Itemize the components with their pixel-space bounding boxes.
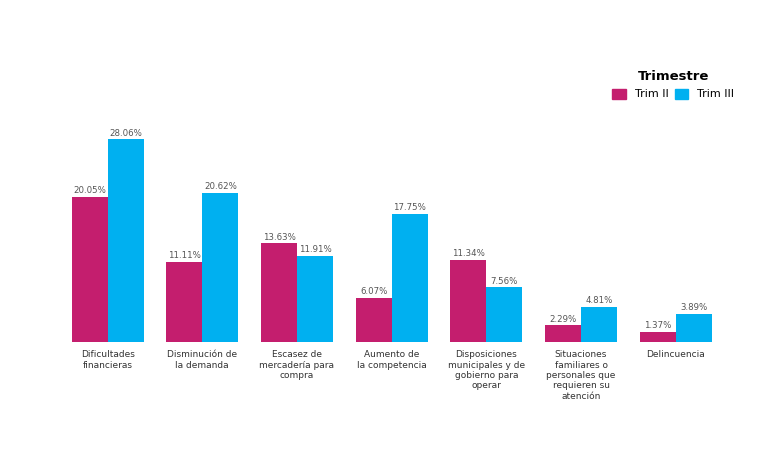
Text: 11.91%: 11.91% [299,245,331,254]
Text: 2.29%: 2.29% [549,315,577,323]
Bar [450,260,486,342]
Bar [261,243,297,342]
Text: 7.56%: 7.56% [491,276,518,286]
Bar [108,140,144,342]
Text: 1.37%: 1.37% [644,321,671,330]
Text: 13.63%: 13.63% [263,233,296,242]
Text: 4.81%: 4.81% [585,296,613,305]
Bar [71,197,108,342]
Text: % DE RESPUESTAS DE LOS MYPES SOBRE ELEMENTOS
QUE INHIBEN SUS NEGOCIOS: % DE RESPUESTAS DE LOS MYPES SOBRE ELEME… [132,25,636,67]
Text: 6.07%: 6.07% [360,287,387,296]
Bar [486,287,522,342]
Text: 17.75%: 17.75% [393,203,426,212]
Bar [545,325,581,342]
Text: 11.34%: 11.34% [452,249,485,258]
Bar [202,193,238,342]
Bar [297,256,333,342]
Text: 28.06%: 28.06% [109,128,142,138]
Text: 3.89%: 3.89% [680,303,707,312]
Text: 20.62%: 20.62% [204,182,237,191]
Bar [640,332,676,342]
Bar [356,298,392,342]
Bar [581,307,617,342]
Legend: Trim II, Trim III: Trim II, Trim III [608,66,739,104]
Bar [167,261,202,342]
Text: 11.11%: 11.11% [168,251,200,260]
Bar [676,314,712,342]
Bar [392,214,428,342]
Text: 20.05%: 20.05% [73,186,106,195]
